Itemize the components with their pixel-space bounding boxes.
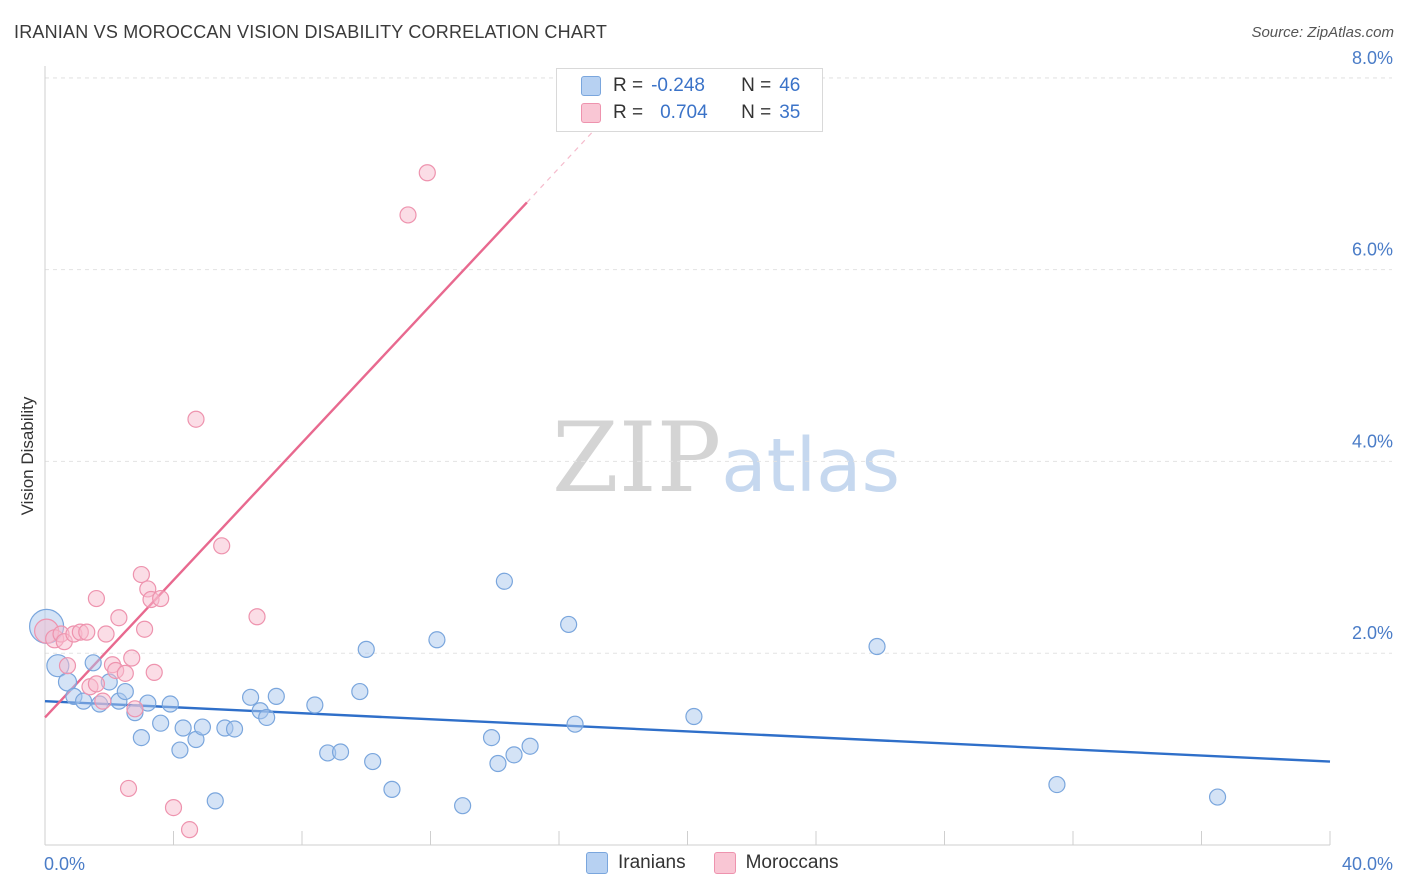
iranian-point [383, 780, 401, 798]
iranian-point [174, 719, 192, 737]
moroccan-point [87, 589, 106, 608]
iranian-point [868, 637, 886, 656]
legend-item-iranians: Iranians [586, 852, 686, 874]
iranian-point [521, 737, 539, 755]
iranian-point [1208, 788, 1227, 806]
r-label: R = [613, 102, 644, 123]
moroccan-point [123, 649, 141, 667]
data-points [29, 164, 1227, 839]
r-value: 0.704 [660, 102, 708, 123]
iranian-point [206, 792, 224, 810]
iranian-point [306, 696, 324, 714]
y-tick-label: 8.0% [1352, 48, 1393, 68]
moroccan-point [187, 410, 205, 428]
moroccan-point [180, 821, 199, 839]
iranian-point [193, 718, 212, 736]
iranian-point [225, 720, 244, 738]
iranian-point [505, 746, 523, 764]
iranian-point [495, 572, 513, 590]
watermark: ZIPatlas [552, 402, 900, 514]
iranian-point [267, 687, 285, 705]
iranian-point [171, 741, 189, 759]
y-tick-label: 6.0% [1352, 240, 1393, 260]
axis-labels: 2.0% 4.0% 6.0% 8.0% 0.0% 40.0% Vision Disabili… [18, 48, 1393, 874]
iranian-point [357, 640, 375, 658]
x-tick-label: 40.0% [1342, 854, 1393, 874]
moroccan-point [94, 692, 112, 710]
moroccan-point [119, 779, 138, 798]
chart-title: IRANIAN VS MOROCCAN VISION DISABILITY CO… [14, 22, 608, 42]
moroccan-point [164, 798, 183, 817]
moroccan-point [248, 608, 266, 626]
moroccan-point [399, 206, 417, 224]
grid [45, 77, 1392, 654]
correlation-legend: R = -0.248 N = 46 R = 0.704 N = 35 [556, 68, 823, 132]
moroccans-legend-swatch [713, 852, 736, 874]
n-value: 35 [779, 102, 801, 123]
moroccan-trend-line [44, 201, 528, 719]
moroccan-point [58, 657, 77, 675]
n-label: N = [741, 75, 772, 96]
iranian-point [84, 654, 102, 672]
moroccan-point [78, 623, 96, 641]
iranians-swatch [581, 76, 601, 96]
moroccan-point [116, 664, 134, 682]
legend-item-moroccans: Moroccans [713, 852, 839, 874]
iranian-point [364, 752, 382, 771]
moroccans-legend-label: Moroccans [745, 852, 839, 873]
r-label: R = [613, 75, 644, 96]
y-tick-label: 4.0% [1352, 431, 1393, 451]
r-value: -0.248 [651, 75, 705, 96]
moroccan-point [87, 675, 106, 693]
moroccan-point [126, 700, 144, 718]
watermark-atlas: atlas [721, 423, 901, 509]
y-axis-label: Vision Disability [18, 396, 37, 515]
iranian-point [351, 682, 369, 701]
trend-lines [44, 115, 1331, 763]
iranian-point [566, 715, 584, 733]
moroccan-point [110, 609, 128, 627]
series-legend: Iranians Moroccans [586, 852, 867, 874]
moroccans-swatch [581, 103, 601, 123]
moroccan-point [152, 589, 170, 608]
moroccan-point [132, 565, 150, 584]
iranian-point [242, 688, 260, 706]
iranian-point [74, 692, 93, 710]
x-tick-label: 0.0% [44, 854, 85, 874]
iranian-point [489, 754, 507, 773]
iranian-point [482, 728, 501, 747]
iranian-point [685, 707, 703, 726]
watermark-zip: ZIP [552, 402, 722, 514]
iranian-point [454, 797, 472, 815]
moroccan-point [97, 625, 115, 643]
iranians-legend-swatch [586, 852, 608, 874]
source-label: Source: ZipAtlas.com [1251, 24, 1394, 41]
iranian-point [560, 615, 578, 634]
n-value: 46 [779, 75, 801, 96]
moroccan-point [145, 663, 163, 681]
iranian-point [1048, 775, 1066, 794]
iranian-point [428, 631, 446, 649]
iranians-legend-label: Iranians [618, 852, 686, 873]
legend-row-iranians: R = -0.248 N = 46 [581, 74, 800, 98]
iranian-point [132, 728, 150, 747]
iranian-point [258, 708, 276, 727]
legend-row-moroccans: R = 0.704 N = 35 [581, 101, 800, 125]
y-tick-label: 2.0% [1352, 623, 1393, 643]
iranian-point [116, 682, 134, 701]
iranian-point [152, 714, 170, 732]
iranian-point [161, 695, 179, 713]
n-label: N = [741, 102, 772, 123]
moroccan-point [213, 537, 231, 555]
moroccan-point [135, 620, 154, 638]
iranian-point [331, 743, 350, 761]
moroccan-point [418, 164, 436, 182]
axes [44, 66, 1331, 846]
